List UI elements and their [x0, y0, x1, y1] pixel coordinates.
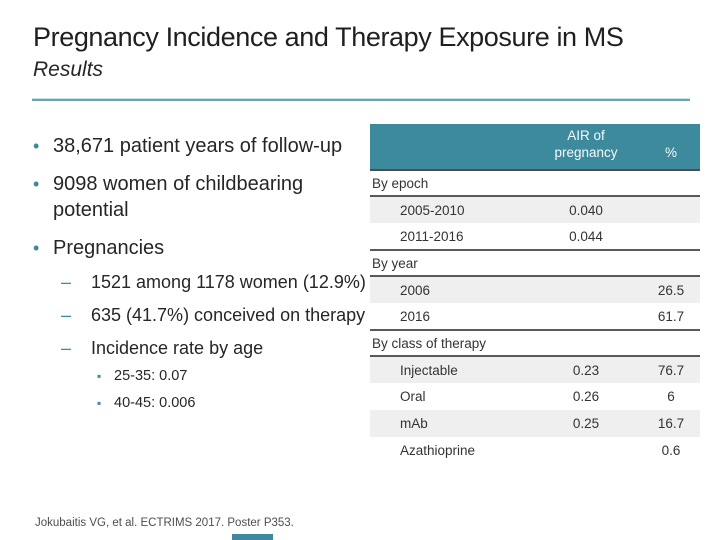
cell-pct: 26.5: [642, 276, 700, 303]
bullet-text: 40-45: 0.006: [114, 395, 196, 411]
table-data-row: Injectable 0.23 76.7: [370, 356, 700, 383]
table-data-row: 2006 26.5: [370, 276, 700, 303]
bullet-dash-icon: –: [61, 305, 72, 325]
table-data-row: 2005-2010 0.040: [370, 196, 700, 223]
title-divider-rule: [32, 99, 690, 101]
results-table-container: AIR of pregnancy % By epoch 2005-2010 0.04…: [370, 124, 700, 464]
cell-label: 2006: [370, 276, 530, 303]
cell-label: Injectable: [370, 356, 530, 383]
cell-air: 0.040: [530, 196, 642, 223]
bullet-square-icon: ▪: [97, 396, 102, 410]
bullet-dot-icon: •: [33, 238, 40, 258]
bullet-text: 38,671 patient years of follow-up: [53, 135, 343, 157]
bullet-dash-icon: –: [61, 338, 72, 358]
cell-pct: 76.7: [642, 356, 700, 383]
section-label: By class of therapy: [370, 329, 700, 357]
slide-subtitle: Results: [33, 58, 104, 82]
bullet-dot-icon: •: [33, 136, 40, 156]
results-table: AIR of pregnancy % By epoch 2005-2010 0.04…: [370, 124, 700, 464]
cell-air: 0.044: [569, 228, 603, 244]
column-header-label: [370, 124, 530, 171]
column-header-percent: %: [642, 124, 700, 171]
cell-label: 2005-2010: [370, 196, 530, 223]
cell-air: 0.26: [572, 389, 600, 404]
cell-air: [530, 437, 642, 464]
slide-title: Pregnancy Incidence and Therapy Exposure…: [33, 22, 624, 52]
bullet-item-level-1: • 38,671 patient years of follow-up: [33, 133, 368, 159]
bullet-text: 25-35: 0.07: [114, 368, 188, 384]
cell-pct: 16.7: [642, 410, 700, 437]
bullet-item-level-3: ▪ 40-45: 0.006: [97, 393, 368, 414]
table-section-row: By year: [370, 249, 700, 277]
bullet-square-icon: ▪: [97, 369, 102, 383]
table-data-row: 2016 61.7: [370, 303, 700, 330]
bullet-item-level-2: –635 (41.7%) conceived on therapy: [61, 303, 368, 327]
cell-air: 0.23: [530, 356, 642, 383]
cell-air: 0.25: [530, 410, 642, 437]
table-section-row: By epoch: [370, 170, 700, 197]
bottom-edge-decoration: [232, 534, 273, 540]
bullet-text: Pregnancies: [53, 237, 165, 259]
table-data-row: Oral 0.26 6: [370, 383, 700, 410]
cell-label: 2011-2016: [400, 228, 464, 244]
bullet-text: 9098 women of childbearing potential: [53, 173, 304, 221]
cell-label: mAb: [370, 410, 530, 437]
results-table-body: By epoch 2005-2010 0.040 2011-2016 0.044 By y…: [370, 170, 700, 464]
cell-pct: 6: [667, 389, 675, 404]
table-section-row: By class of therapy: [370, 329, 700, 357]
cell-label: Oral: [400, 389, 426, 404]
bullet-text: Incidence rate by age: [91, 338, 264, 358]
bullet-item-level-2: –1521 among 1178 women (12.9%): [61, 270, 368, 294]
table-header-row: AIR of pregnancy %: [370, 124, 700, 171]
section-label: By year: [370, 249, 700, 277]
cell-pct: [642, 196, 700, 223]
table-data-row: mAb 0.25 16.7: [370, 410, 700, 437]
cell-pct: 61.7: [657, 308, 685, 324]
citation-footer: Jokubaitis VG, et al. ECTRIMS 2017. Post…: [35, 517, 294, 529]
section-label: By epoch: [370, 170, 700, 197]
bullet-dot-icon: •: [33, 174, 40, 194]
cell-pct: [642, 223, 700, 250]
column-header-air-of-pregnancy: AIR of pregnancy: [530, 124, 642, 171]
bullet-item-level-1: • Pregnancies: [33, 235, 368, 261]
cell-air: [530, 276, 642, 303]
cell-pct: 0.6: [661, 443, 681, 458]
bullet-item-level-3: ▪ 25-35: 0.07: [97, 366, 368, 387]
slide-header: Pregnancy Incidence and Therapy Exposure…: [33, 22, 693, 82]
cell-air: [530, 303, 642, 330]
bullet-list: • 38,671 patient years of follow-up • 9098 …: [33, 121, 368, 414]
bullet-item-level-1: • 9098 women of childbearing potential: [33, 171, 368, 223]
table-data-row: Azathioprine 0.6: [370, 437, 700, 464]
bullet-item-level-2: – Incidence rate by age: [61, 336, 368, 360]
table-data-row: 2011-2016 0.044: [370, 223, 700, 250]
bullet-text: 635 (41.7%) conceived on therapy: [91, 305, 366, 325]
cell-label: Azathioprine: [400, 443, 476, 458]
bullet-text: 1521 among 1178 women (12.9%): [91, 272, 366, 292]
cell-label: 2016: [400, 308, 431, 324]
bullet-dash-icon: –: [61, 272, 72, 292]
